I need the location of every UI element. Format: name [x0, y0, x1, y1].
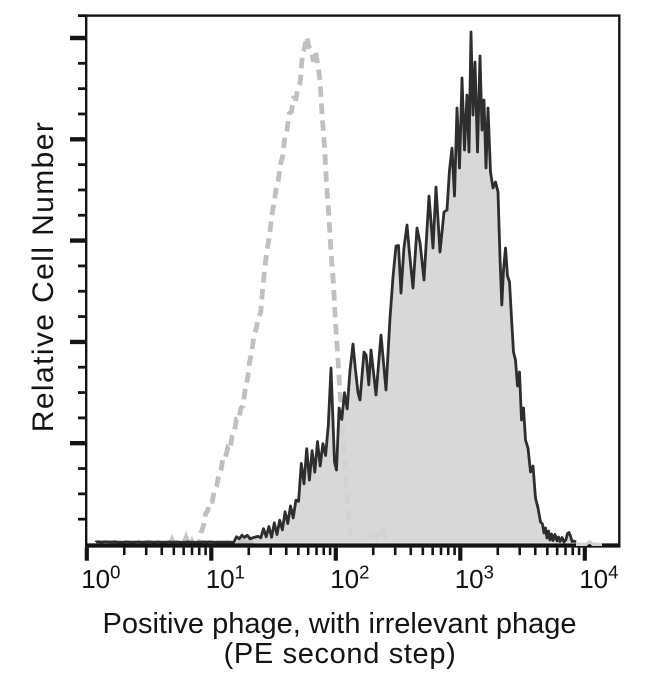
- svg-text:Positive phage, with irrelevan: Positive phage, with irrelevant phage: [103, 608, 577, 640]
- svg-text:(PE second step): (PE second step): [224, 638, 457, 670]
- svg-text:Relative Cell Number: Relative Cell Number: [27, 121, 60, 432]
